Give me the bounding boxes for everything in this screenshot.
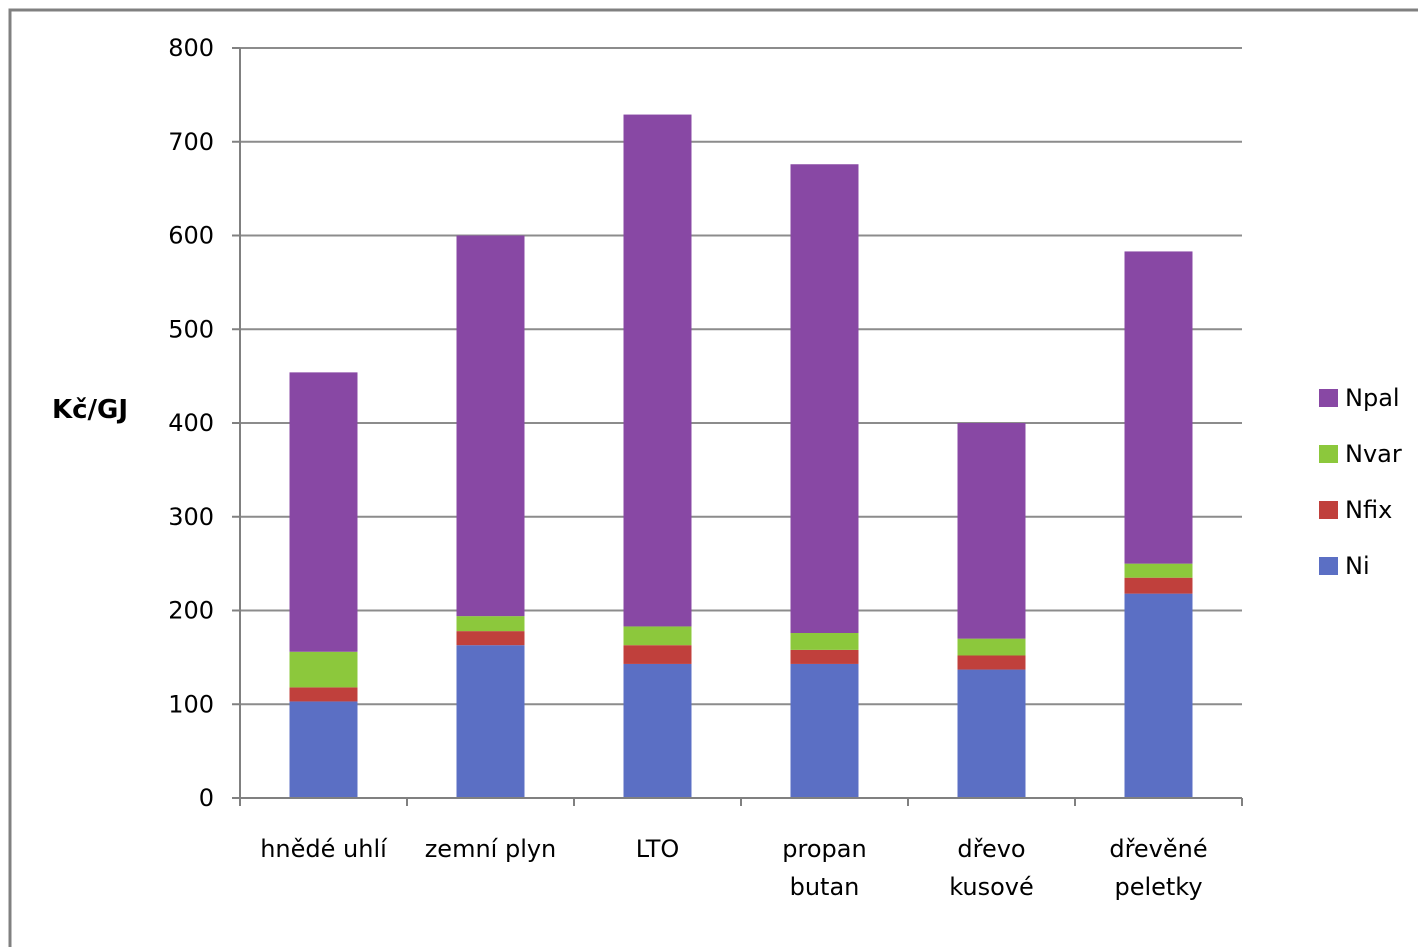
- bar-npal-5: [1124, 251, 1193, 564]
- y-tick-label-300: 300: [168, 503, 214, 531]
- bar-ni-1: [456, 645, 525, 798]
- bar-ni-3: [790, 663, 859, 798]
- bar-nfix-2: [623, 645, 692, 664]
- legend-swatch-npal: [1319, 389, 1338, 407]
- axes: [232, 47, 1243, 806]
- bar-nvar-3: [790, 633, 859, 650]
- bar-ni-0: [289, 701, 358, 798]
- legend-label-ni: Ni: [1345, 552, 1370, 580]
- x-tick-label-3-1: butan: [790, 873, 860, 901]
- x-tick-label-1-0: zemní plyn: [425, 835, 557, 863]
- bar-nvar-1: [456, 616, 525, 632]
- bar-nvar-5: [1124, 563, 1193, 578]
- bar-npal-1: [456, 235, 525, 617]
- legend-swatch-nfix: [1319, 501, 1338, 519]
- bar-npal-4: [957, 423, 1026, 639]
- y-tick-label-800: 800: [168, 34, 214, 62]
- y-tick-label-400: 400: [168, 409, 214, 437]
- x-tick-label-3-0: propan: [782, 835, 866, 863]
- legend-swatch-nvar: [1319, 445, 1338, 463]
- y-tick-label-700: 700: [168, 128, 214, 156]
- x-tick-label-2-0: LTO: [636, 835, 680, 863]
- y-tick-label-100: 100: [168, 690, 214, 718]
- bar-nvar-2: [623, 626, 692, 646]
- legend-label-npal: Npal: [1345, 384, 1400, 412]
- y-tick-label-600: 600: [168, 222, 214, 250]
- bar-npal-0: [289, 372, 358, 652]
- bar-nfix-0: [289, 687, 358, 702]
- bar-npal-2: [623, 114, 692, 627]
- bar-nvar-0: [289, 651, 358, 688]
- y-tick-label-500: 500: [168, 315, 214, 343]
- x-tick-label-4-1: kusové: [949, 873, 1034, 901]
- bar-ni-4: [957, 669, 1026, 798]
- legend-label-nvar: Nvar: [1345, 440, 1402, 468]
- bar-nfix-5: [1124, 577, 1193, 594]
- x-tick-label-0-0: hnědé uhlí: [260, 835, 388, 863]
- x-tick-label-5-1: peletky: [1114, 873, 1202, 901]
- gridlines: [240, 47, 1242, 706]
- y-tick-label-200: 200: [168, 597, 214, 625]
- bar-ni-2: [623, 663, 692, 798]
- chart-border: [8, 8, 1418, 952]
- x-tick-label-5-0: dřevěné: [1109, 835, 1207, 863]
- legend-swatch-ni: [1319, 557, 1338, 575]
- bar-nfix-3: [790, 649, 859, 664]
- bar-nfix-4: [957, 655, 1026, 670]
- bar-ni-5: [1124, 593, 1193, 798]
- bar-npal-3: [790, 164, 859, 633]
- bar-nvar-4: [957, 638, 1026, 656]
- legend-label-nfix: Nfix: [1345, 496, 1392, 524]
- bar-nfix-1: [456, 631, 525, 646]
- axis-labels: 0 100 200 300 400 500 600 700 800 hnědé uhlí zemní…: [168, 34, 1207, 901]
- y-axis-label: Kč/GJ: [52, 395, 128, 425]
- bars: [289, 114, 1193, 798]
- x-tick-label-4-0: dřevo: [957, 835, 1025, 863]
- legend: Npal Nvar Nfix Ni: [1319, 384, 1402, 580]
- y-tick-label-0: 0: [199, 784, 214, 812]
